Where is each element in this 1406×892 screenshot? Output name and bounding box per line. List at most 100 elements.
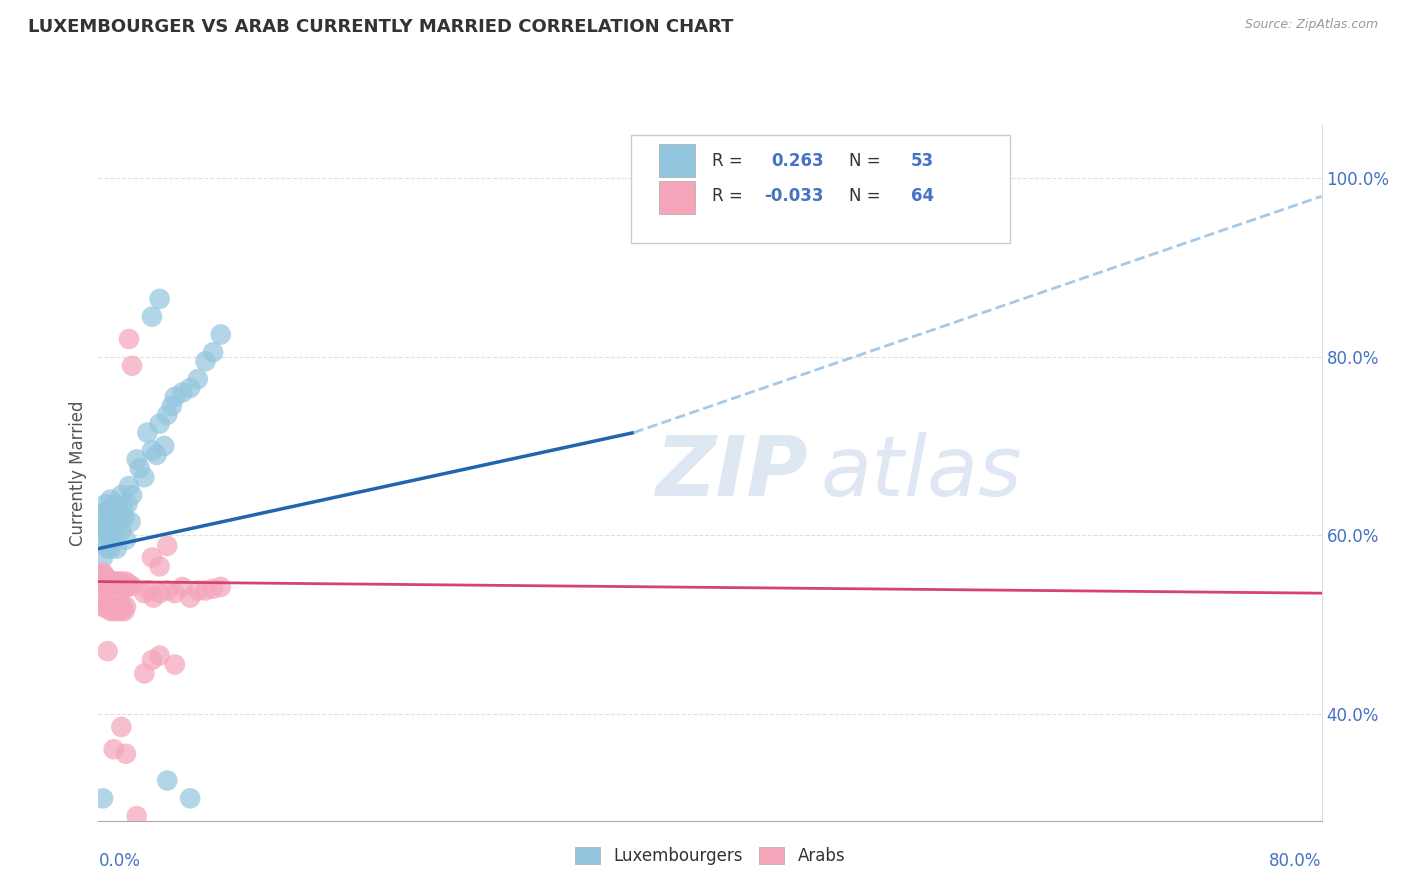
Point xyxy=(98,524,121,538)
Point xyxy=(94,601,117,615)
Point xyxy=(142,591,165,605)
Point xyxy=(108,599,131,614)
Point xyxy=(145,448,167,462)
Point xyxy=(103,742,125,756)
Point xyxy=(90,577,112,591)
Point xyxy=(100,492,122,507)
Point xyxy=(149,292,172,306)
Point xyxy=(100,579,122,593)
Point xyxy=(112,582,135,596)
Point xyxy=(141,550,163,565)
Point xyxy=(156,539,179,553)
Point xyxy=(149,648,172,663)
Point xyxy=(194,583,217,598)
FancyBboxPatch shape xyxy=(630,136,1010,244)
Point xyxy=(105,579,128,593)
Point xyxy=(118,479,141,493)
Point xyxy=(104,497,127,511)
Point xyxy=(115,574,138,589)
Point xyxy=(91,550,114,565)
Text: 80.0%: 80.0% xyxy=(1270,852,1322,870)
Point xyxy=(110,488,132,502)
Text: R =: R = xyxy=(713,186,748,205)
Point xyxy=(125,452,148,467)
FancyBboxPatch shape xyxy=(658,144,696,177)
Point xyxy=(121,359,143,373)
Point xyxy=(141,443,163,458)
Point xyxy=(209,327,232,342)
Point xyxy=(209,580,232,594)
Point xyxy=(149,559,172,574)
Point xyxy=(91,566,114,580)
Point xyxy=(115,533,138,547)
Text: R =: R = xyxy=(713,152,748,170)
Point xyxy=(90,568,112,582)
Point xyxy=(91,599,114,614)
Point xyxy=(115,747,138,761)
Point xyxy=(179,791,201,805)
Point xyxy=(111,501,134,516)
Point xyxy=(91,573,114,587)
Point xyxy=(110,604,132,618)
Point xyxy=(97,644,120,658)
Point xyxy=(136,425,159,440)
Point xyxy=(156,408,179,422)
FancyBboxPatch shape xyxy=(658,180,696,214)
Point xyxy=(110,524,132,538)
Point xyxy=(120,515,142,529)
Text: 53: 53 xyxy=(911,152,934,170)
Text: N =: N = xyxy=(849,152,886,170)
Point xyxy=(93,595,115,609)
Point xyxy=(100,541,122,556)
Point xyxy=(179,591,201,605)
Point xyxy=(134,470,156,484)
Point xyxy=(103,515,125,529)
Point xyxy=(94,528,117,542)
Point xyxy=(100,604,122,618)
Point xyxy=(97,595,120,609)
Point xyxy=(110,720,132,734)
Point xyxy=(163,390,186,404)
Point xyxy=(115,599,138,614)
Text: N =: N = xyxy=(849,186,886,205)
Point xyxy=(93,582,115,596)
Point xyxy=(156,773,179,788)
Point xyxy=(202,345,225,359)
Point xyxy=(194,354,217,368)
Point xyxy=(172,580,194,594)
Text: ZIP: ZIP xyxy=(655,433,808,513)
Text: LUXEMBOURGER VS ARAB CURRENTLY MARRIED CORRELATION CHART: LUXEMBOURGER VS ARAB CURRENTLY MARRIED C… xyxy=(28,18,734,36)
Point xyxy=(108,506,131,520)
Point xyxy=(94,574,117,589)
Point xyxy=(105,541,128,556)
Point xyxy=(105,604,128,618)
Point xyxy=(97,541,120,556)
Point xyxy=(107,601,129,615)
Point xyxy=(94,497,117,511)
Point xyxy=(103,524,125,538)
Point xyxy=(98,501,121,516)
Point xyxy=(118,332,141,346)
Point xyxy=(163,586,186,600)
Point xyxy=(111,579,134,593)
Point xyxy=(149,586,172,600)
Point xyxy=(160,399,183,413)
Point xyxy=(103,604,125,618)
Text: 0.263: 0.263 xyxy=(772,152,824,170)
Point xyxy=(163,657,186,672)
Text: -0.033: -0.033 xyxy=(763,186,824,205)
Point xyxy=(149,417,172,431)
Point xyxy=(107,574,129,589)
Point xyxy=(97,579,120,593)
Text: 0.0%: 0.0% xyxy=(98,852,141,870)
Point xyxy=(112,510,135,524)
Point xyxy=(90,528,112,542)
Point xyxy=(134,666,156,681)
Legend: Luxembourgers, Arabs: Luxembourgers, Arabs xyxy=(568,840,852,871)
Point xyxy=(187,372,209,386)
Point xyxy=(101,574,124,589)
Point xyxy=(202,582,225,596)
Point xyxy=(93,568,115,582)
Point xyxy=(118,577,141,591)
Point xyxy=(111,599,134,614)
